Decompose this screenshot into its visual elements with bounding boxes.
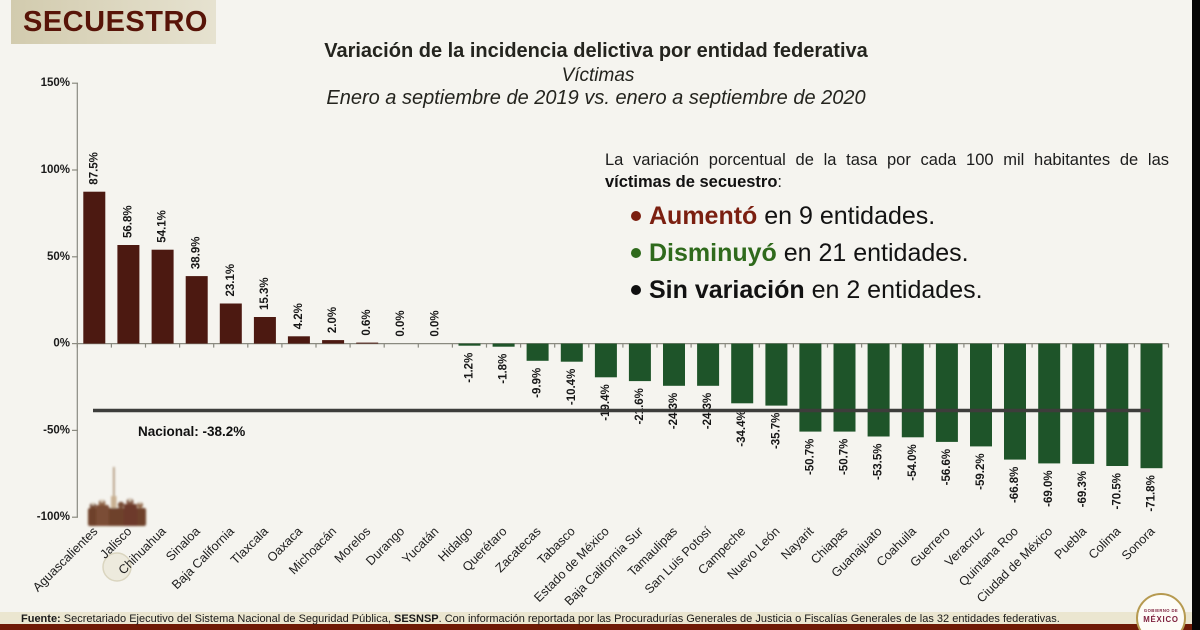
svg-text:-50.7%: -50.7% — [839, 439, 851, 475]
svg-text:-35.7%: -35.7% — [770, 413, 782, 449]
svg-text:-1.8%: -1.8% — [498, 354, 510, 384]
svg-text:50%: 50% — [47, 251, 70, 263]
svg-text:-10.4%: -10.4% — [566, 369, 578, 405]
svg-text:Yucatán: Yucatán — [399, 524, 441, 566]
svg-text:23.1%: 23.1% — [225, 264, 237, 297]
svg-text:-69.3%: -69.3% — [1077, 471, 1089, 507]
svg-text:GOBIERNO DE: GOBIERNO DE — [1144, 608, 1178, 613]
svg-text:-21.6%: -21.6% — [634, 388, 646, 424]
svg-text:4.2%: 4.2% — [293, 303, 305, 329]
svg-text:56.8%: 56.8% — [122, 205, 134, 238]
svg-text:Aguascalientes: Aguascalientes — [30, 524, 100, 594]
svg-text:-66.8%: -66.8% — [1009, 467, 1021, 503]
svg-text:87.5%: 87.5% — [88, 152, 100, 185]
svg-text:0%: 0% — [53, 338, 70, 350]
svg-text:54.1%: 54.1% — [157, 210, 169, 243]
svg-text:-53.5%: -53.5% — [873, 444, 885, 480]
svg-text:-69.0%: -69.0% — [1043, 470, 1055, 506]
svg-text:0.6%: 0.6% — [361, 309, 373, 335]
svg-text:Quintana Roo: Quintana Roo — [956, 524, 1021, 589]
svg-text:Baja California: Baja California — [169, 524, 237, 592]
svg-text:2.0%: 2.0% — [327, 307, 339, 333]
svg-text:-50.7%: -50.7% — [804, 439, 816, 475]
svg-text:Colima: Colima — [1086, 524, 1124, 562]
svg-text:-100%: -100% — [37, 511, 70, 523]
svg-text:-19.4%: -19.4% — [600, 384, 612, 420]
svg-text:MÉXICO: MÉXICO — [1143, 615, 1179, 624]
svg-text:0.0%: 0.0% — [429, 310, 441, 336]
svg-text:-50%: -50% — [43, 424, 70, 436]
svg-text:-59.2%: -59.2% — [975, 453, 987, 489]
svg-text:Sonora: Sonora — [1119, 524, 1158, 563]
svg-text:38.9%: 38.9% — [191, 236, 203, 269]
svg-text:-1.2%: -1.2% — [464, 353, 476, 383]
svg-text:Tlaxcala: Tlaxcala — [228, 524, 271, 567]
svg-text:-71.8%: -71.8% — [1146, 475, 1158, 511]
svg-text:0.0%: 0.0% — [395, 310, 407, 336]
svg-text:-54.0%: -54.0% — [907, 444, 919, 480]
svg-text:150%: 150% — [41, 77, 70, 89]
svg-text:-70.5%: -70.5% — [1111, 473, 1123, 509]
svg-text:Puebla: Puebla — [1052, 524, 1090, 562]
svg-text:100%: 100% — [41, 164, 70, 176]
svg-text:Nacional: -38.2%: Nacional: -38.2% — [138, 424, 245, 439]
svg-text:15.3%: 15.3% — [259, 277, 271, 310]
svg-text:-9.9%: -9.9% — [532, 368, 544, 398]
svg-text:-56.6%: -56.6% — [941, 449, 953, 485]
svg-text:-34.4%: -34.4% — [736, 410, 748, 446]
